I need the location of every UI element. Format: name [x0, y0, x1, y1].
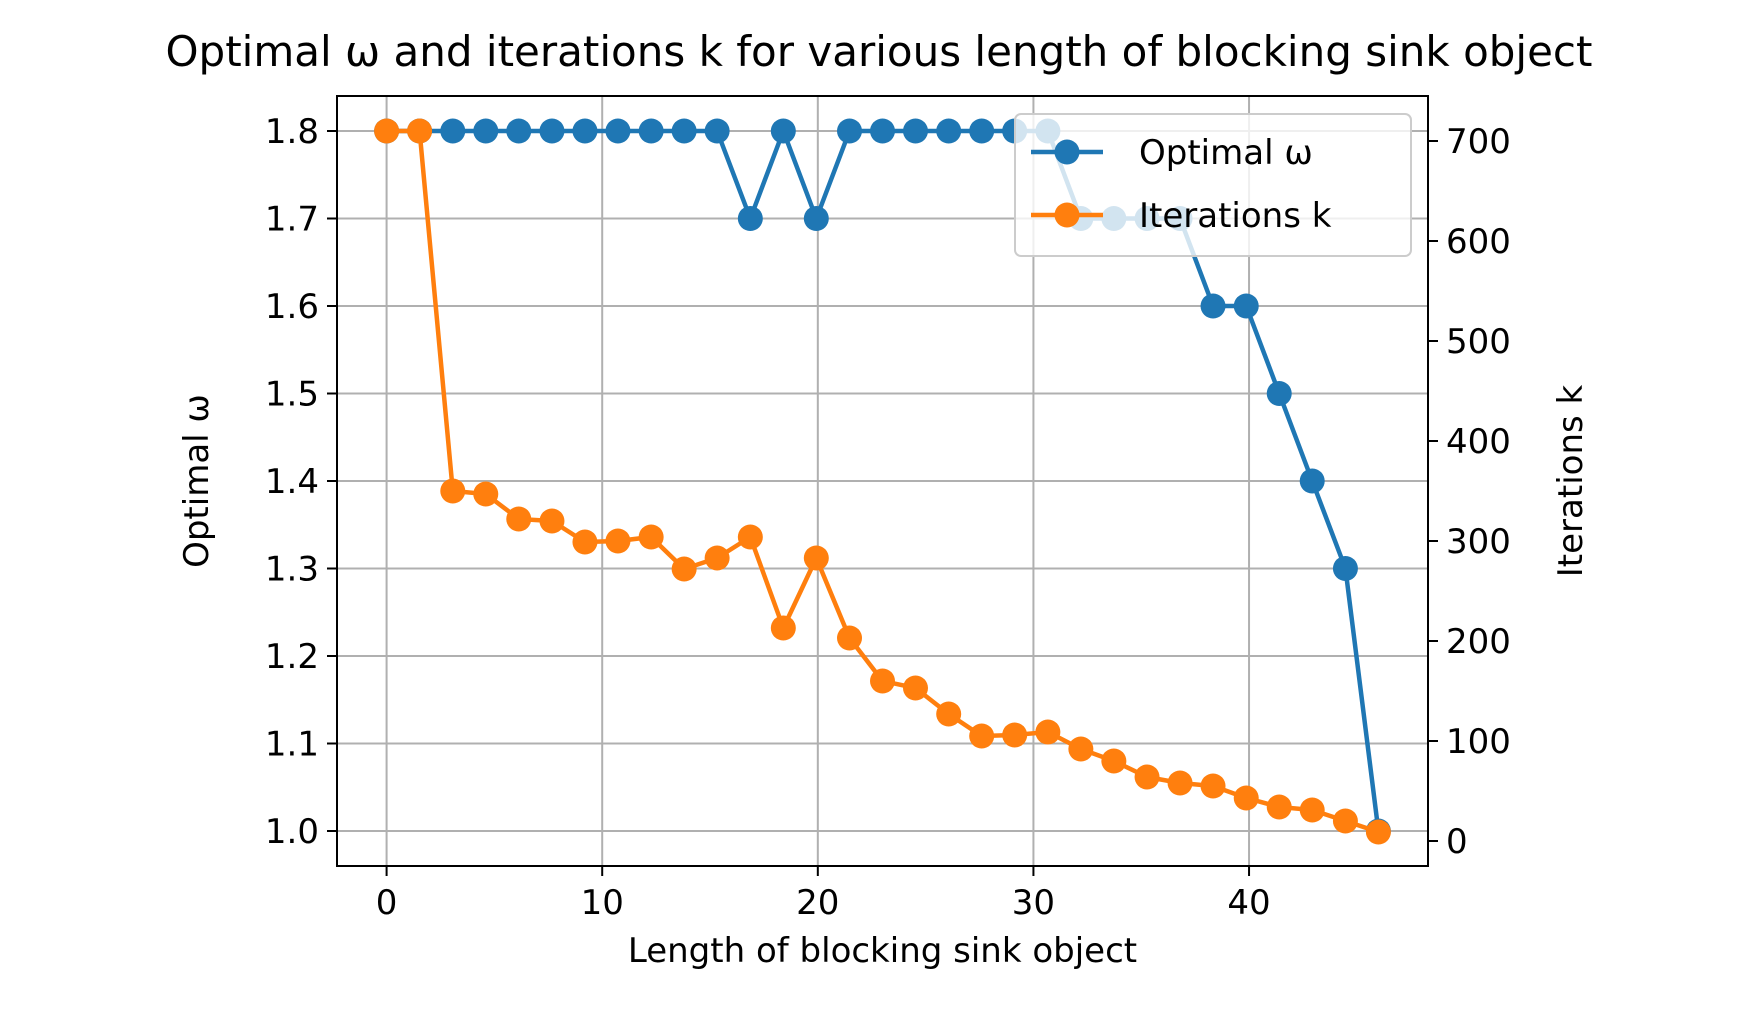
legend-marker	[1054, 139, 1080, 165]
data-point	[1134, 764, 1160, 790]
data-point	[539, 508, 565, 534]
data-point	[902, 118, 928, 144]
data-point	[1233, 293, 1259, 319]
data-point	[1299, 468, 1325, 494]
y-left-tick-label: 1.8	[265, 112, 319, 152]
data-point	[704, 545, 730, 571]
data-point	[473, 118, 499, 144]
data-point	[1365, 819, 1391, 845]
x-axis-label: Length of blocking sink object	[628, 931, 1137, 971]
data-point	[407, 118, 433, 144]
series-layer	[374, 118, 1391, 845]
y-axis-left-label: Optimal ω	[177, 394, 217, 568]
data-point	[1332, 808, 1358, 834]
y-left-tick-label: 1.6	[265, 287, 319, 327]
legend-marker	[1054, 202, 1080, 228]
data-point	[936, 701, 962, 727]
y-left-tick-label: 1.4	[265, 462, 319, 502]
data-point	[902, 675, 928, 701]
data-point	[737, 206, 763, 231]
data-point	[572, 529, 598, 555]
data-point	[572, 118, 598, 144]
legend-box	[1014, 113, 1412, 257]
data-point	[770, 118, 796, 144]
chart-title: Optimal ω and iterations k for various l…	[166, 27, 1593, 76]
data-point	[506, 118, 532, 144]
y-left-tick-label: 1.5	[265, 375, 319, 415]
data-point	[539, 118, 565, 144]
data-point	[1167, 770, 1193, 796]
data-point	[638, 118, 664, 144]
data-point	[638, 524, 664, 550]
data-point	[1266, 794, 1292, 820]
data-point	[837, 118, 863, 144]
data-point	[506, 506, 532, 532]
data-point	[704, 118, 730, 144]
y-right-tick-label: 400	[1446, 422, 1511, 462]
y-right-tick-label: 500	[1446, 322, 1511, 362]
y-right-tick-label: 600	[1446, 222, 1511, 262]
data-point	[936, 118, 962, 144]
data-point	[1233, 785, 1259, 811]
data-point	[374, 118, 400, 144]
x-tick-label: 40	[1227, 883, 1270, 923]
y-right-tick-label: 700	[1446, 122, 1511, 162]
data-point	[605, 528, 631, 554]
data-point	[803, 206, 829, 231]
y-left-tick-label: 1.2	[265, 637, 319, 677]
series-2	[374, 118, 1391, 845]
data-point	[969, 723, 995, 749]
data-point	[803, 545, 829, 571]
data-point	[1332, 556, 1358, 581]
legend: Optimal ω Iterations k	[1014, 113, 1412, 257]
data-point	[440, 118, 466, 144]
data-point	[837, 625, 863, 651]
data-point	[1035, 719, 1061, 745]
x-tick-label: 0	[376, 883, 398, 923]
y-axis-right-label: Iterations k	[1551, 384, 1591, 577]
legend-label: Iterations k	[1139, 196, 1332, 236]
data-point	[1068, 736, 1094, 762]
y-left-tick-label: 1.1	[265, 725, 319, 765]
legend-label: Optimal ω	[1139, 133, 1313, 173]
x-tick-label: 30	[1012, 883, 1055, 923]
data-point	[671, 556, 697, 582]
ticks: 0 10 20 30 40 1.0 1.1 1.2 1.3 1.4 1.5 1.6 1.7 1.8 0 100…	[265, 112, 1511, 923]
y-left-tick-label: 1.3	[265, 550, 319, 590]
y-left-tick-label: 1.7	[265, 200, 319, 240]
data-point	[605, 118, 631, 144]
data-point	[671, 118, 697, 144]
data-point	[1266, 381, 1292, 406]
data-point	[870, 118, 895, 144]
data-point	[1200, 773, 1226, 799]
data-point	[770, 615, 796, 641]
data-point	[969, 118, 995, 144]
data-point	[1200, 293, 1226, 319]
data-point	[1299, 797, 1325, 823]
y-left-tick-label: 1.0	[265, 812, 319, 852]
y-right-tick-label: 100	[1446, 722, 1511, 762]
x-tick-label: 20	[796, 883, 839, 923]
x-tick-label: 10	[581, 883, 624, 923]
y-right-tick-label: 200	[1446, 622, 1511, 662]
y-right-tick-label: 300	[1446, 522, 1511, 562]
y-right-tick-label: 0	[1446, 822, 1468, 862]
data-point	[1101, 748, 1127, 774]
data-point	[870, 668, 895, 694]
data-point	[473, 481, 499, 507]
data-point	[440, 478, 466, 504]
data-point	[737, 524, 763, 550]
data-point	[1002, 722, 1028, 748]
